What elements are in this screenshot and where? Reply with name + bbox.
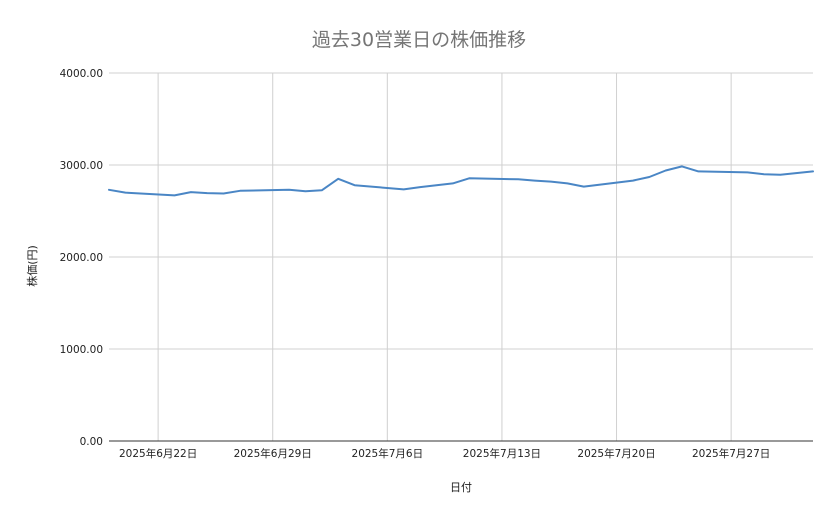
x-tick-label: 2025年6月22日 [119,447,197,460]
chart-title: 過去30営業日の株価推移 [312,29,526,51]
series-layer [108,165,814,197]
y-axis-label: 株価(円) [25,245,39,287]
y-tick-label: 3000.00 [60,160,103,172]
x-tick-label: 2025年7月13日 [463,447,541,460]
x-tick-label: 2025年7月20日 [577,447,655,460]
x-tick-label: 2025年6月29日 [234,447,312,460]
y-tick-label: 1000.00 [60,344,103,356]
grid-lines [109,72,813,441]
y-tick-label: 4000.00 [60,68,103,80]
y-axis-ticks: 0.00 1000.00 2000.00 3000.00 4000.00 [60,68,103,448]
x-axis-ticks: 2025年6月22日 2025年6月29日 2025年7月6日 2025年7月13日 2… [119,447,770,460]
y-tick-label: 2000.00 [60,252,103,264]
x-tick-label: 2025年7月27日 [692,447,770,460]
x-tick-label: 2025年7月6日 [352,447,424,460]
series-line [108,165,814,197]
x-axis-label: 日付 [450,481,472,494]
y-tick-label: 0.00 [80,436,103,448]
